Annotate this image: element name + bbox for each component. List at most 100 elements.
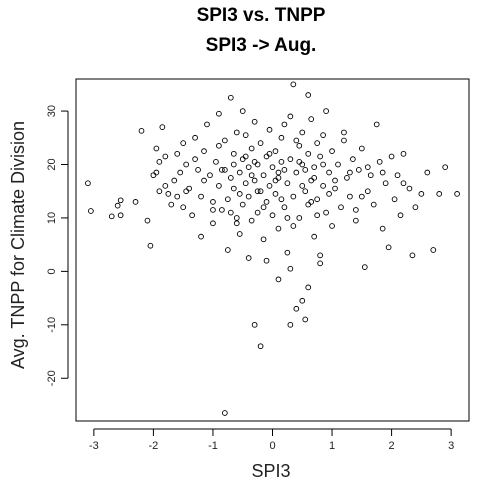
data-point: [347, 169, 353, 176]
data-point: [153, 145, 160, 152]
data-point: [204, 121, 210, 128]
data-point: [254, 209, 261, 216]
data-point: [236, 231, 243, 237]
data-point: [317, 252, 323, 259]
x-tick-label: -1: [208, 440, 218, 452]
x-tick-label: -2: [149, 440, 159, 452]
data-point: [424, 169, 431, 176]
data-point: [198, 233, 204, 240]
data-point: [335, 161, 341, 168]
data-point: [370, 201, 377, 208]
data-point: [412, 204, 419, 211]
data-point: [430, 247, 437, 253]
data-point: [293, 305, 300, 312]
data-point: [293, 169, 300, 176]
data-point: [308, 199, 315, 205]
data-point: [117, 197, 124, 204]
data-point: [418, 191, 425, 197]
data-point: [192, 156, 198, 163]
data-point: [210, 199, 216, 205]
data-point: [207, 172, 213, 179]
data-point: [364, 188, 371, 195]
data-point: [454, 191, 460, 197]
plot-frame: [75, 78, 470, 422]
data-point: [156, 188, 163, 195]
data-point: [287, 156, 294, 163]
data-point: [233, 220, 240, 227]
data-point: [332, 185, 338, 192]
data-point: [287, 113, 294, 120]
data-point: [367, 172, 374, 179]
data-point: [314, 196, 321, 203]
data-point: [299, 129, 306, 136]
data-point: [329, 148, 335, 154]
data-point: [222, 137, 228, 144]
data-point: [132, 199, 139, 205]
data-point: [379, 169, 386, 176]
data-point: [302, 166, 309, 173]
data-point: [266, 150, 273, 157]
data-point: [201, 177, 207, 184]
data-point: [192, 134, 198, 141]
data-point: [385, 244, 392, 251]
data-point: [165, 191, 172, 197]
y-tick-label: 30: [46, 105, 58, 117]
y-axis: -20 -10 0 10 20 30: [46, 105, 69, 386]
data-point: [308, 116, 315, 122]
x-tick-label: 2: [389, 440, 395, 452]
data-point: [278, 158, 285, 165]
data-point: [233, 129, 240, 136]
data-point: [358, 193, 365, 200]
data-point: [224, 247, 231, 253]
data-points: [85, 81, 460, 416]
data-point: [216, 142, 222, 149]
data-point: [260, 236, 267, 243]
data-point: [353, 217, 359, 224]
data-point: [382, 180, 389, 187]
data-point: [114, 202, 121, 209]
x-axis: -3 -2 -1 0 1 2 3: [89, 428, 454, 452]
data-point: [189, 212, 195, 219]
data-point: [290, 193, 297, 200]
data-point: [239, 108, 246, 114]
data-point: [260, 204, 267, 211]
data-point: [332, 177, 338, 184]
data-point: [311, 175, 318, 181]
data-point: [147, 242, 154, 249]
y-tick-label: 0: [46, 268, 58, 274]
y-tick-label: 20: [46, 158, 58, 170]
data-point: [227, 94, 234, 101]
data-point: [361, 264, 368, 270]
data-point: [281, 166, 288, 173]
data-point: [183, 161, 190, 168]
data-point: [320, 183, 326, 189]
data-point: [350, 156, 356, 163]
data-point: [284, 249, 291, 256]
data-point: [364, 164, 371, 171]
data-point: [311, 233, 318, 240]
data-point: [266, 183, 273, 189]
data-point: [302, 188, 309, 195]
data-point: [222, 410, 228, 416]
data-point: [379, 225, 386, 232]
data-point: [227, 175, 234, 181]
data-point: [347, 193, 353, 200]
data-point: [299, 183, 306, 189]
data-point: [287, 265, 294, 272]
data-point: [159, 124, 166, 130]
data-point: [376, 158, 383, 165]
data-point: [290, 81, 297, 88]
data-point: [275, 169, 282, 176]
data-point: [293, 137, 300, 144]
data-point: [275, 225, 282, 232]
data-point: [317, 153, 323, 160]
data-point: [88, 208, 94, 214]
data-point: [394, 172, 401, 179]
x-tick-label: 1: [329, 440, 335, 452]
data-point: [230, 185, 237, 192]
data-point: [239, 201, 246, 208]
data-point: [320, 161, 326, 168]
data-point: [278, 134, 285, 141]
